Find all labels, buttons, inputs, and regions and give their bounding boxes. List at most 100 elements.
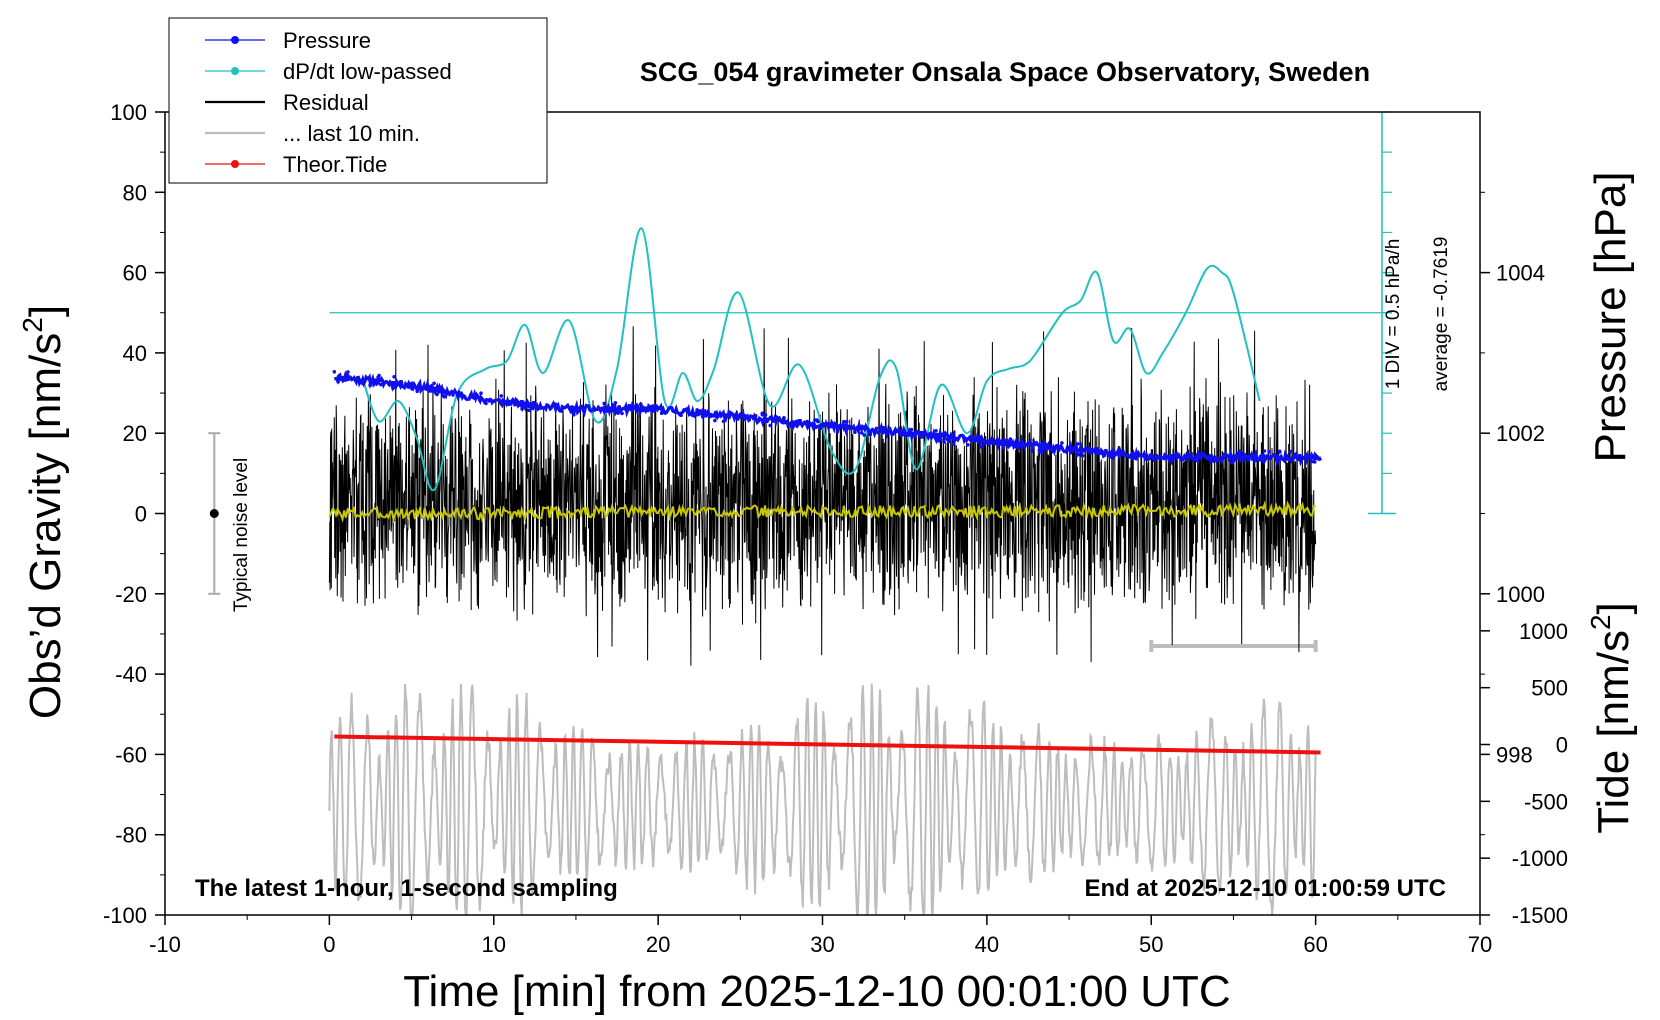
x-tick-label: 50: [1139, 932, 1163, 957]
pressure-point: [652, 409, 657, 413]
legend-box: [168, 17, 548, 184]
legend-marker: [231, 36, 239, 44]
pressure-point: [1173, 454, 1178, 459]
legend-marker: [231, 67, 239, 75]
note-right: End at 2025-12-10 01:00:59 UTC: [1085, 875, 1447, 902]
pressure-point: [874, 426, 879, 431]
pressure-point: [572, 412, 576, 417]
pressure-point: [432, 381, 436, 386]
pressure-point: [634, 403, 639, 407]
residual-series: [328, 326, 1317, 666]
pressure-point: [797, 419, 801, 423]
axes: -10 0 10 20 30 40 50 60 70-100-80-60-40-20020406…: [103, 100, 1568, 957]
pressure-point: [1201, 452, 1206, 456]
pressure-point: [392, 381, 396, 386]
pressure-point: [979, 445, 984, 449]
pressure-point: [945, 437, 949, 442]
pressure-point: [835, 430, 840, 434]
legend-label: dP/dt low-passed: [283, 59, 452, 84]
pressure-tick-label: 1004: [1496, 261, 1545, 286]
pressure-point: [1267, 450, 1271, 454]
pressure-point: [520, 407, 524, 411]
pressure-point: [919, 435, 923, 439]
pressure-point: [1008, 437, 1013, 441]
y-axis-title: Obs’d Gravity [nm/s2]: [17, 305, 70, 719]
y-axis-title-sup: 2: [17, 317, 48, 333]
pressure-point: [816, 419, 820, 424]
pressure-point: [688, 411, 693, 416]
pressure-point: [995, 441, 1000, 446]
y-tick-label: 40: [123, 341, 147, 366]
pressure-point: [1195, 459, 1200, 463]
chart-title: SCG_054 gravimeter Onsala Space Observat…: [640, 57, 1370, 87]
tide-axis-title-sup: 2: [1585, 614, 1616, 630]
pressure-point: [1038, 446, 1043, 450]
tide-series: [334, 734, 1321, 755]
pressure-point: [1288, 449, 1293, 454]
pressure-point: [674, 408, 678, 413]
pressure-point: [1144, 453, 1149, 457]
pressure-point: [602, 401, 606, 406]
pressure-point: [683, 408, 687, 412]
pressure-axis-title: Pressure [hPa]: [1586, 171, 1635, 462]
pressure-point: [853, 430, 857, 435]
pressure-point: [1312, 460, 1317, 464]
pressure-point: [1310, 459, 1314, 464]
pressure-point: [346, 370, 350, 374]
tide-axis-title-base: Tide [nm/s: [1589, 630, 1638, 834]
pressure-point: [1039, 450, 1044, 455]
pressure-point: [1001, 445, 1006, 450]
pressure-point: [1225, 453, 1229, 458]
tide-tick-label: 1000: [1519, 619, 1568, 644]
pressure-point: [607, 408, 612, 413]
y-tick-label: -80: [115, 823, 147, 848]
pressure-point: [842, 419, 846, 424]
pressure-point: [1242, 458, 1246, 462]
y-tick-label: 20: [123, 421, 147, 446]
dpdt-scale-label: 1 DIV = 0.5 hPa/h: [1383, 239, 1404, 390]
pressure-point: [886, 429, 890, 434]
pressure-point: [1095, 447, 1100, 451]
tide-tick-label: -500: [1524, 789, 1568, 814]
pressure-point: [882, 430, 886, 434]
pressure-point: [410, 387, 415, 391]
pressure-point: [551, 402, 556, 407]
noise-center-dot: [209, 509, 219, 518]
tide-tick-label: 500: [1531, 676, 1568, 701]
legend-label: Theor.Tide: [283, 152, 387, 177]
y-tick-label: 80: [123, 180, 147, 205]
x-tick-label: 10: [482, 932, 506, 957]
pressure-point: [678, 412, 683, 417]
legend-label: Pressure: [283, 28, 371, 53]
pressure-point: [782, 416, 786, 420]
pressure-point: [1278, 450, 1282, 454]
pressure-point: [1005, 439, 1010, 444]
pressure-point: [1075, 442, 1080, 446]
pressure-point: [868, 432, 873, 437]
pressure-point: [432, 386, 436, 391]
pressure-point: [845, 419, 849, 424]
pressure-point: [650, 404, 655, 409]
pressure-point: [1178, 455, 1182, 460]
pressure-point: [1253, 458, 1257, 463]
tide-tick-label: -1000: [1512, 846, 1568, 871]
pressure-point: [966, 443, 970, 447]
pressure-point: [1254, 454, 1258, 459]
last10-line: [328, 683, 1317, 916]
pressure-point: [391, 386, 395, 391]
pressure-point: [641, 408, 645, 413]
pressure-point: [554, 406, 558, 410]
x-tick-label: 70: [1468, 932, 1492, 957]
pressure-point: [970, 437, 975, 442]
y-tick-label: -60: [115, 742, 147, 767]
x-tick-label: 60: [1303, 932, 1327, 957]
residual-line: [328, 326, 1317, 666]
noise-indicator: [208, 432, 221, 595]
tide-line: [334, 734, 1321, 755]
pressure-point: [405, 382, 409, 387]
x-tick-label: 20: [646, 932, 670, 957]
pressure-point: [427, 389, 432, 393]
pressure-point: [525, 403, 530, 408]
pressure-point: [1230, 460, 1235, 465]
